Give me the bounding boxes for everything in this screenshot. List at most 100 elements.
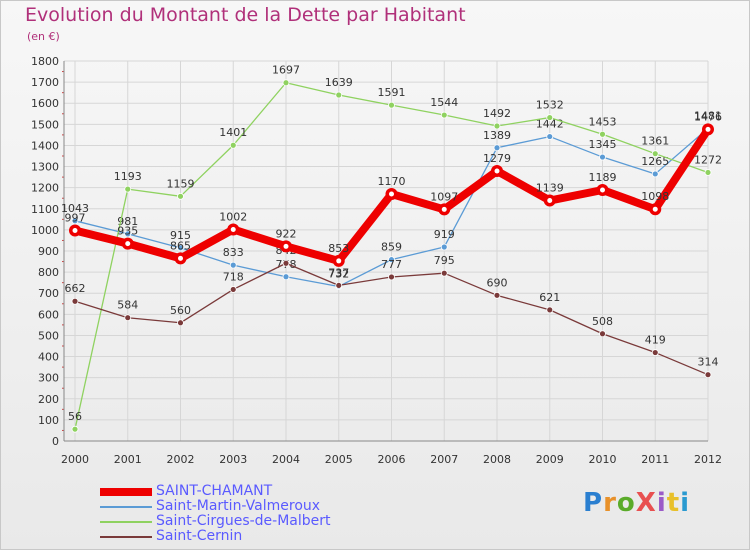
legend-label: Saint-Cernin xyxy=(156,528,243,544)
data-label: 1098 xyxy=(641,190,669,203)
data-point-center xyxy=(441,206,447,212)
data-point-center xyxy=(494,168,500,174)
y-tick-label: 1000 xyxy=(31,224,59,237)
y-tick-label: 0 xyxy=(52,435,59,448)
data-label: 1193 xyxy=(114,170,142,183)
legend-swatch xyxy=(100,488,152,496)
proxiti-logo: ProXiti xyxy=(583,488,691,518)
x-tick-label: 2005 xyxy=(325,453,353,466)
data-point xyxy=(229,261,237,269)
y-tick-label: 1400 xyxy=(31,139,59,152)
data-point xyxy=(124,185,132,193)
data-point xyxy=(599,330,606,338)
chart-title: Evolution du Montant de la Dette par Hab… xyxy=(25,4,466,26)
y-tick-label: 600 xyxy=(38,308,59,321)
data-point xyxy=(493,144,501,152)
data-label: 508 xyxy=(592,315,613,328)
data-label: 1170 xyxy=(378,175,406,188)
data-label: 981 xyxy=(117,215,138,228)
data-point xyxy=(282,79,290,87)
data-point xyxy=(599,130,606,138)
data-point-center xyxy=(125,241,131,247)
data-point xyxy=(546,306,554,314)
y-tick-label: 1300 xyxy=(31,161,59,174)
data-point-center xyxy=(652,206,658,212)
data-label: 1345 xyxy=(589,138,617,151)
data-point xyxy=(493,291,501,299)
x-tick-label: 2006 xyxy=(378,453,406,466)
data-point-center xyxy=(600,187,605,193)
data-label: 1453 xyxy=(589,115,617,128)
y-tick-label: 900 xyxy=(38,245,59,258)
x-tick-label: 2007 xyxy=(430,453,458,466)
data-label: 662 xyxy=(65,282,86,295)
x-tick-label: 2002 xyxy=(167,453,195,466)
data-label: 314 xyxy=(698,356,719,369)
data-point xyxy=(124,230,132,238)
legend-swatch xyxy=(100,536,152,538)
y-tick-label: 300 xyxy=(38,372,59,385)
data-point xyxy=(546,133,554,140)
data-label: 718 xyxy=(223,270,244,283)
data-label: 1389 xyxy=(483,129,511,142)
data-point xyxy=(388,101,395,109)
data-label: 1591 xyxy=(378,86,406,99)
data-point-center xyxy=(72,228,78,234)
legend-swatch xyxy=(100,506,152,508)
legend-label: Saint-Martin-Valmeroux xyxy=(156,498,321,514)
data-point xyxy=(546,114,554,121)
data-label: 1139 xyxy=(536,182,564,195)
x-tick-label: 2010 xyxy=(589,453,617,466)
data-label: 853 xyxy=(328,242,349,255)
data-point xyxy=(282,259,290,267)
data-point-center xyxy=(705,126,711,132)
data-point xyxy=(493,122,501,130)
x-tick-label: 2009 xyxy=(536,453,564,466)
y-tick-label: 1200 xyxy=(31,182,59,195)
data-label: 997 xyxy=(65,212,86,225)
y-tick-label: 1500 xyxy=(31,118,59,131)
data-point xyxy=(282,273,290,281)
data-label: 419 xyxy=(645,334,666,347)
data-label: 865 xyxy=(170,239,191,252)
data-point-center xyxy=(389,191,394,197)
data-label: 732 xyxy=(328,267,349,280)
data-label: 1279 xyxy=(483,152,511,165)
data-label: 1401 xyxy=(219,126,247,139)
data-point-center xyxy=(547,198,553,204)
data-point xyxy=(599,153,606,161)
data-label: 1476 xyxy=(694,110,722,123)
data-label: 1097 xyxy=(430,190,458,203)
data-point-center xyxy=(178,255,183,261)
data-label: 935 xyxy=(117,225,138,238)
data-point xyxy=(71,217,79,225)
data-label: 1481 xyxy=(694,109,722,122)
data-label: 1361 xyxy=(641,135,669,148)
chart-unit-label: (en €) xyxy=(27,30,60,43)
y-tick-label: 800 xyxy=(38,266,59,279)
legend-label: Saint-Cirgues-de-Malbert xyxy=(156,513,331,529)
y-tick-label: 700 xyxy=(38,287,59,300)
y-tick-label: 1600 xyxy=(31,97,59,110)
data-label: 1189 xyxy=(589,171,617,184)
data-point xyxy=(388,273,395,281)
data-label: 1697 xyxy=(272,64,300,77)
data-point xyxy=(440,269,448,277)
y-tick-label: 200 xyxy=(38,393,59,406)
data-point xyxy=(71,425,79,433)
x-tick-label: 2011 xyxy=(641,453,669,466)
data-label: 1442 xyxy=(536,118,564,131)
data-point-center xyxy=(283,243,289,249)
data-label: 1544 xyxy=(430,96,458,109)
data-label: 1639 xyxy=(325,76,353,89)
x-tick-label: 2004 xyxy=(272,453,300,466)
data-point xyxy=(704,371,712,379)
data-label: 737 xyxy=(328,266,349,279)
data-label: 859 xyxy=(381,241,402,254)
data-label: 919 xyxy=(434,228,455,241)
data-label: 560 xyxy=(170,304,191,317)
data-label: 922 xyxy=(276,227,297,240)
data-label: 1492 xyxy=(483,107,511,120)
data-label: 915 xyxy=(170,229,191,242)
